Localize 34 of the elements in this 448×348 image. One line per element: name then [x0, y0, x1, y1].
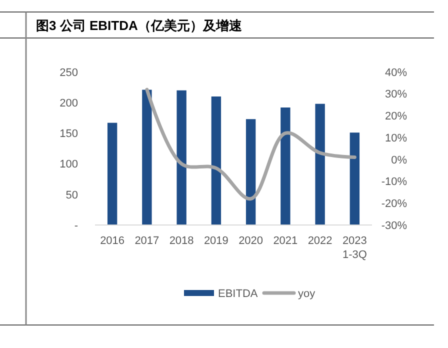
y2-tick-label: -10% — [381, 176, 408, 188]
y2-tick-label: 30% — [384, 88, 408, 101]
x-tick-label: 2019 — [204, 235, 228, 247]
bar — [280, 107, 290, 225]
legend-label: yoy — [298, 288, 316, 300]
line-series — [145, 88, 356, 201]
bar — [176, 90, 186, 225]
x-tick-label: 2021 — [273, 235, 298, 247]
y-tick-label: 150 — [60, 128, 78, 140]
x-tick-label: 2022 — [308, 235, 332, 247]
y2-tick-label: -30% — [381, 220, 408, 232]
bar — [246, 119, 256, 225]
x-tick-label: 2020 — [238, 235, 264, 247]
x-tick-label: 2023 1-3Q — [342, 235, 368, 261]
y-tick-label: 250 — [60, 66, 78, 79]
x-tick-label: 2017 — [134, 235, 160, 247]
x-tick-label: 2018 — [169, 235, 194, 247]
legend-label: EBITDA — [218, 288, 258, 300]
y-tick-label: - — [74, 220, 78, 232]
bar — [107, 122, 118, 225]
bar — [142, 90, 152, 225]
y2-tick-label: 20% — [384, 110, 408, 123]
bar — [315, 104, 325, 225]
bar — [350, 132, 360, 225]
bar — [211, 96, 222, 225]
y2-tick-label: 0% — [391, 154, 408, 166]
y-tick-label: 100 — [60, 158, 78, 171]
y-tick-label: 200 — [60, 97, 78, 110]
x-tick-label: 2016 — [100, 235, 125, 247]
y2-tick-label: -20% — [381, 198, 408, 210]
y-tick-label: 50 — [66, 189, 78, 202]
y2-tick-label: 10% — [384, 132, 408, 144]
y2-tick-label: 40% — [384, 66, 408, 79]
chart-title: 图3 公司 EBITDA（亿美元）及增速 — [36, 18, 243, 33]
